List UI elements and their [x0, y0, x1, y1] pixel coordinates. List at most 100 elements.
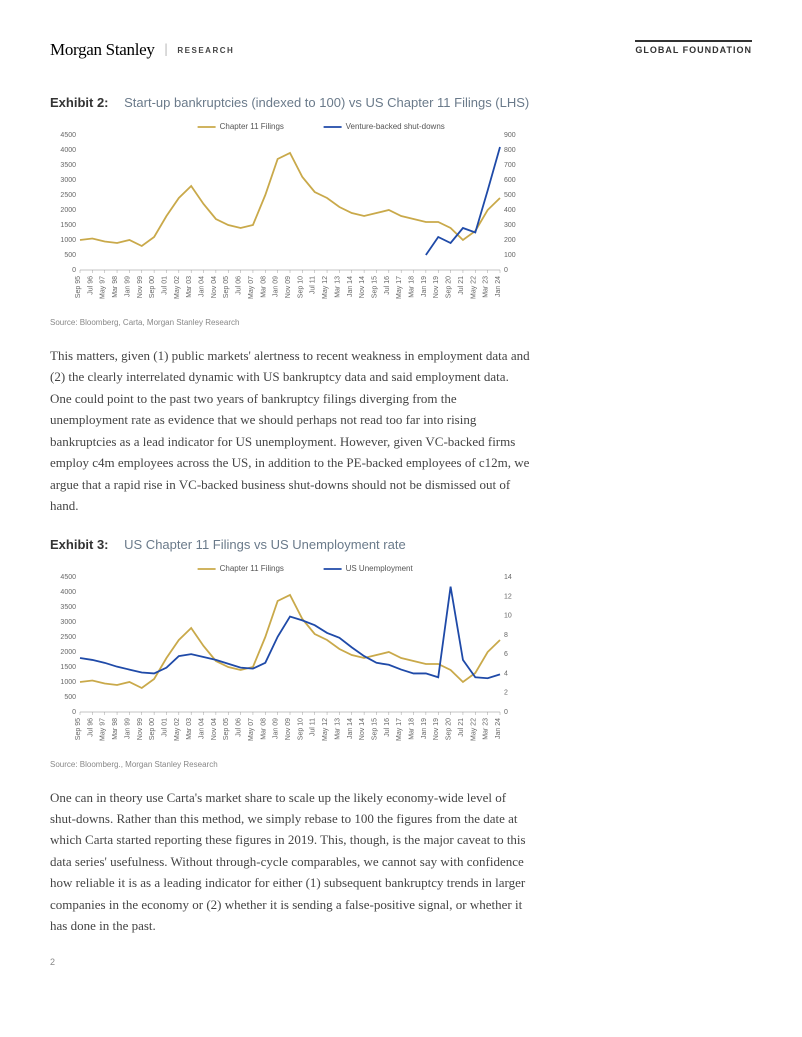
svg-text:May 02: May 02 — [174, 276, 181, 299]
svg-text:Sep 15: Sep 15 — [371, 717, 378, 739]
svg-text:Venture-backed shut-downs: Venture-backed shut-downs — [346, 122, 445, 131]
svg-text:Jul 96: Jul 96 — [87, 276, 94, 295]
svg-text:Nov 04: Nov 04 — [211, 717, 218, 739]
svg-text:Jan 19: Jan 19 — [421, 276, 428, 297]
svg-text:May 97: May 97 — [100, 276, 107, 299]
brand-name: Morgan Stanley — [50, 40, 155, 60]
svg-text:2000: 2000 — [60, 207, 76, 214]
svg-text:Jan 04: Jan 04 — [199, 276, 206, 297]
svg-text:Mar 18: Mar 18 — [409, 276, 416, 298]
exhibit2-label: Exhibit 2: — [50, 95, 109, 110]
svg-text:2500: 2500 — [60, 192, 76, 199]
svg-text:May 17: May 17 — [396, 276, 403, 299]
svg-text:900: 900 — [504, 132, 516, 139]
exhibit3-svg: 0500100015002000250030003500400045000246… — [50, 557, 530, 757]
svg-text:0: 0 — [72, 267, 76, 274]
svg-text:Jul 11: Jul 11 — [310, 276, 317, 294]
svg-text:Nov 14: Nov 14 — [359, 276, 366, 298]
svg-text:Sep 05: Sep 05 — [223, 717, 230, 739]
svg-text:100: 100 — [504, 252, 516, 259]
svg-text:Jan 14: Jan 14 — [347, 276, 354, 297]
svg-text:Jan 09: Jan 09 — [273, 276, 280, 297]
exhibit2-title: Start-up bankruptcies (indexed to 100) v… — [124, 95, 529, 110]
svg-text:Mar 03: Mar 03 — [186, 276, 193, 298]
svg-text:Nov 19: Nov 19 — [433, 717, 440, 739]
exhibit3-label: Exhibit 3: — [50, 537, 109, 552]
svg-text:Mar 98: Mar 98 — [112, 276, 119, 298]
svg-text:10: 10 — [504, 612, 512, 619]
svg-text:Mar 23: Mar 23 — [483, 717, 490, 739]
svg-text:Nov 09: Nov 09 — [285, 717, 292, 739]
svg-text:Jan 24: Jan 24 — [495, 717, 502, 738]
svg-text:14: 14 — [504, 574, 512, 581]
svg-text:May 12: May 12 — [322, 276, 329, 299]
svg-text:2: 2 — [504, 689, 508, 696]
paragraph-1: This matters, given (1) public markets' … — [50, 345, 530, 517]
exhibit2-chart: 0500100015002000250030003500400045000100… — [50, 115, 530, 315]
svg-text:Jul 16: Jul 16 — [384, 717, 391, 736]
svg-text:Jan 99: Jan 99 — [124, 276, 131, 297]
svg-text:Mar 08: Mar 08 — [260, 276, 267, 298]
svg-text:3000: 3000 — [60, 619, 76, 626]
svg-text:Jul 11: Jul 11 — [310, 717, 317, 735]
svg-text:1500: 1500 — [60, 664, 76, 671]
svg-text:Nov 14: Nov 14 — [359, 717, 366, 739]
svg-text:1000: 1000 — [60, 237, 76, 244]
svg-text:800: 800 — [504, 147, 516, 154]
svg-text:May 22: May 22 — [470, 276, 477, 299]
svg-text:May 22: May 22 — [470, 717, 477, 740]
svg-text:Jul 96: Jul 96 — [87, 717, 94, 736]
svg-text:12: 12 — [504, 593, 512, 600]
svg-text:Jul 01: Jul 01 — [161, 717, 168, 736]
svg-text:6: 6 — [504, 651, 508, 658]
svg-text:Sep 95: Sep 95 — [75, 717, 82, 739]
page-number: 2 — [50, 957, 55, 967]
svg-text:Sep 05: Sep 05 — [223, 276, 230, 298]
svg-text:May 02: May 02 — [174, 717, 181, 740]
exhibit2-header: Exhibit 2: Start-up bankruptcies (indexe… — [50, 95, 752, 110]
svg-text:500: 500 — [64, 252, 76, 259]
svg-text:Jan 09: Jan 09 — [273, 717, 280, 738]
svg-text:Chapter 11 Filings: Chapter 11 Filings — [220, 122, 284, 131]
svg-text:Sep 20: Sep 20 — [446, 717, 453, 739]
svg-text:4000: 4000 — [60, 147, 76, 154]
svg-text:Jan 99: Jan 99 — [124, 717, 131, 738]
svg-text:600: 600 — [504, 177, 516, 184]
svg-text:May 12: May 12 — [322, 717, 329, 740]
svg-text:Jul 06: Jul 06 — [236, 717, 243, 736]
svg-text:0: 0 — [504, 267, 508, 274]
svg-text:0: 0 — [72, 709, 76, 716]
svg-text:Sep 15: Sep 15 — [371, 276, 378, 298]
svg-text:US Unemployment: US Unemployment — [346, 564, 414, 573]
svg-text:Sep 10: Sep 10 — [297, 276, 304, 298]
svg-text:Jan 14: Jan 14 — [347, 717, 354, 738]
svg-text:2000: 2000 — [60, 649, 76, 656]
svg-text:May 07: May 07 — [248, 276, 255, 299]
exhibit3-source: Source: Bloomberg., Morgan Stanley Resea… — [50, 760, 752, 769]
svg-text:3500: 3500 — [60, 162, 76, 169]
svg-text:Nov 99: Nov 99 — [137, 717, 144, 739]
svg-text:May 97: May 97 — [100, 717, 107, 740]
svg-text:4: 4 — [504, 670, 508, 677]
svg-text:Jul 16: Jul 16 — [384, 276, 391, 295]
svg-text:4000: 4000 — [60, 589, 76, 596]
svg-text:Sep 95: Sep 95 — [75, 276, 82, 298]
svg-text:Jan 04: Jan 04 — [199, 717, 206, 738]
svg-text:Mar 08: Mar 08 — [260, 717, 267, 739]
svg-text:400: 400 — [504, 207, 516, 214]
svg-text:Nov 09: Nov 09 — [285, 276, 292, 298]
svg-text:Jul 01: Jul 01 — [161, 276, 168, 295]
svg-text:Nov 04: Nov 04 — [211, 276, 218, 298]
svg-text:300: 300 — [504, 222, 516, 229]
svg-text:500: 500 — [504, 192, 516, 199]
exhibit2-svg: 0500100015002000250030003500400045000100… — [50, 115, 530, 315]
svg-text:Sep 20: Sep 20 — [446, 276, 453, 298]
svg-text:3500: 3500 — [60, 604, 76, 611]
research-label: RESEARCH — [177, 46, 234, 55]
svg-text:Mar 18: Mar 18 — [409, 717, 416, 739]
svg-text:Sep 00: Sep 00 — [149, 717, 156, 739]
svg-text:Jul 21: Jul 21 — [458, 717, 465, 736]
svg-text:Mar 23: Mar 23 — [483, 276, 490, 298]
svg-text:700: 700 — [504, 162, 516, 169]
svg-text:0: 0 — [504, 709, 508, 716]
